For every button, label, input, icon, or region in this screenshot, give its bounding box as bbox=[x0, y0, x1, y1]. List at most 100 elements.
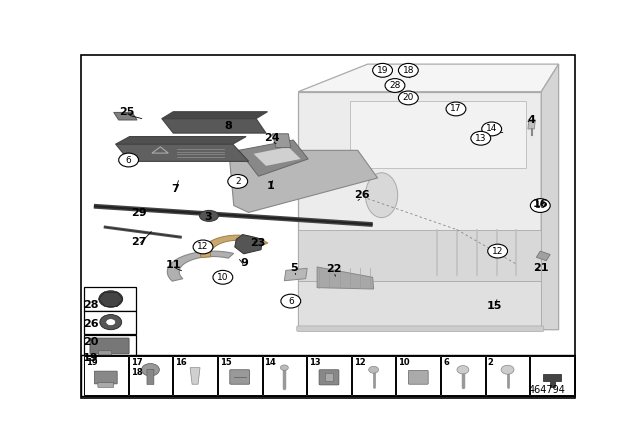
Polygon shape bbox=[317, 267, 374, 289]
Text: 1: 1 bbox=[267, 181, 275, 191]
Text: 9: 9 bbox=[241, 258, 248, 268]
Circle shape bbox=[280, 365, 288, 370]
FancyBboxPatch shape bbox=[90, 338, 129, 354]
Polygon shape bbox=[116, 137, 246, 144]
Text: 23: 23 bbox=[250, 238, 265, 248]
FancyBboxPatch shape bbox=[319, 370, 339, 385]
Circle shape bbox=[99, 291, 123, 307]
Text: 5: 5 bbox=[291, 263, 298, 273]
FancyBboxPatch shape bbox=[173, 356, 217, 395]
Circle shape bbox=[228, 174, 248, 188]
FancyBboxPatch shape bbox=[297, 326, 544, 332]
Text: 13: 13 bbox=[475, 134, 486, 143]
Polygon shape bbox=[528, 120, 535, 129]
FancyBboxPatch shape bbox=[98, 383, 114, 388]
Circle shape bbox=[193, 240, 213, 254]
Text: 14: 14 bbox=[264, 358, 276, 367]
FancyBboxPatch shape bbox=[84, 311, 136, 334]
Text: 3: 3 bbox=[204, 211, 212, 222]
Text: 29: 29 bbox=[131, 208, 147, 218]
Text: 2: 2 bbox=[235, 177, 241, 186]
Polygon shape bbox=[167, 251, 234, 281]
Ellipse shape bbox=[200, 211, 218, 221]
Polygon shape bbox=[253, 147, 301, 166]
Text: 20: 20 bbox=[83, 337, 99, 347]
Polygon shape bbox=[298, 64, 559, 92]
Text: 25: 25 bbox=[120, 108, 135, 117]
FancyBboxPatch shape bbox=[99, 351, 112, 355]
Text: 10: 10 bbox=[217, 273, 228, 282]
Circle shape bbox=[213, 271, 233, 284]
FancyBboxPatch shape bbox=[94, 371, 117, 384]
FancyBboxPatch shape bbox=[486, 356, 529, 395]
Text: 6: 6 bbox=[125, 155, 131, 164]
Polygon shape bbox=[350, 101, 527, 168]
FancyBboxPatch shape bbox=[352, 356, 396, 395]
Text: 15: 15 bbox=[220, 358, 232, 367]
Polygon shape bbox=[239, 140, 308, 176]
Text: 464794: 464794 bbox=[528, 385, 565, 395]
Text: 16: 16 bbox=[532, 199, 548, 209]
FancyBboxPatch shape bbox=[147, 370, 154, 384]
FancyBboxPatch shape bbox=[441, 356, 484, 395]
Circle shape bbox=[118, 153, 138, 167]
FancyBboxPatch shape bbox=[84, 287, 136, 311]
Text: 20: 20 bbox=[403, 94, 414, 103]
Polygon shape bbox=[116, 144, 249, 161]
FancyBboxPatch shape bbox=[230, 370, 250, 384]
Polygon shape bbox=[273, 134, 291, 147]
Circle shape bbox=[482, 122, 502, 136]
FancyBboxPatch shape bbox=[262, 356, 306, 395]
Circle shape bbox=[399, 64, 419, 77]
Text: 11: 11 bbox=[166, 260, 181, 270]
FancyBboxPatch shape bbox=[129, 356, 172, 395]
Text: 14: 14 bbox=[486, 125, 497, 134]
Circle shape bbox=[457, 366, 469, 374]
FancyBboxPatch shape bbox=[408, 370, 428, 384]
Polygon shape bbox=[200, 235, 268, 258]
Polygon shape bbox=[235, 234, 262, 254]
Polygon shape bbox=[298, 92, 541, 330]
Text: 2: 2 bbox=[488, 358, 493, 367]
Polygon shape bbox=[541, 64, 559, 330]
Text: 24: 24 bbox=[264, 133, 279, 143]
Text: 22: 22 bbox=[326, 264, 342, 274]
Polygon shape bbox=[536, 251, 550, 261]
Ellipse shape bbox=[365, 173, 397, 218]
Text: 7: 7 bbox=[172, 184, 179, 194]
Circle shape bbox=[399, 91, 419, 105]
FancyBboxPatch shape bbox=[307, 356, 351, 395]
Text: 19: 19 bbox=[83, 353, 99, 363]
Text: 17
18: 17 18 bbox=[131, 358, 142, 377]
Text: 16: 16 bbox=[175, 358, 187, 367]
Text: 19: 19 bbox=[377, 66, 388, 75]
Text: 19: 19 bbox=[86, 358, 97, 367]
Text: 18: 18 bbox=[403, 66, 414, 75]
Text: 6: 6 bbox=[443, 358, 449, 367]
Text: 12: 12 bbox=[197, 242, 209, 251]
Text: 4: 4 bbox=[527, 115, 535, 125]
Circle shape bbox=[106, 319, 116, 326]
Polygon shape bbox=[190, 368, 200, 384]
Text: 26: 26 bbox=[354, 190, 369, 200]
Text: 26: 26 bbox=[83, 319, 99, 328]
FancyBboxPatch shape bbox=[81, 355, 575, 396]
Text: 8: 8 bbox=[224, 121, 232, 131]
Circle shape bbox=[446, 102, 466, 116]
Text: 28: 28 bbox=[83, 300, 99, 310]
Circle shape bbox=[369, 366, 379, 373]
Circle shape bbox=[488, 244, 508, 258]
Text: 17: 17 bbox=[450, 104, 461, 113]
FancyBboxPatch shape bbox=[84, 356, 127, 395]
Text: 6: 6 bbox=[288, 297, 294, 306]
Circle shape bbox=[531, 198, 550, 212]
Text: 15: 15 bbox=[487, 301, 502, 311]
FancyBboxPatch shape bbox=[218, 356, 262, 395]
Text: 28: 28 bbox=[389, 81, 401, 90]
Text: 12: 12 bbox=[492, 246, 503, 255]
FancyBboxPatch shape bbox=[84, 335, 136, 357]
Circle shape bbox=[501, 365, 514, 374]
Polygon shape bbox=[284, 268, 307, 281]
Text: 21: 21 bbox=[534, 263, 549, 273]
Circle shape bbox=[385, 78, 405, 92]
